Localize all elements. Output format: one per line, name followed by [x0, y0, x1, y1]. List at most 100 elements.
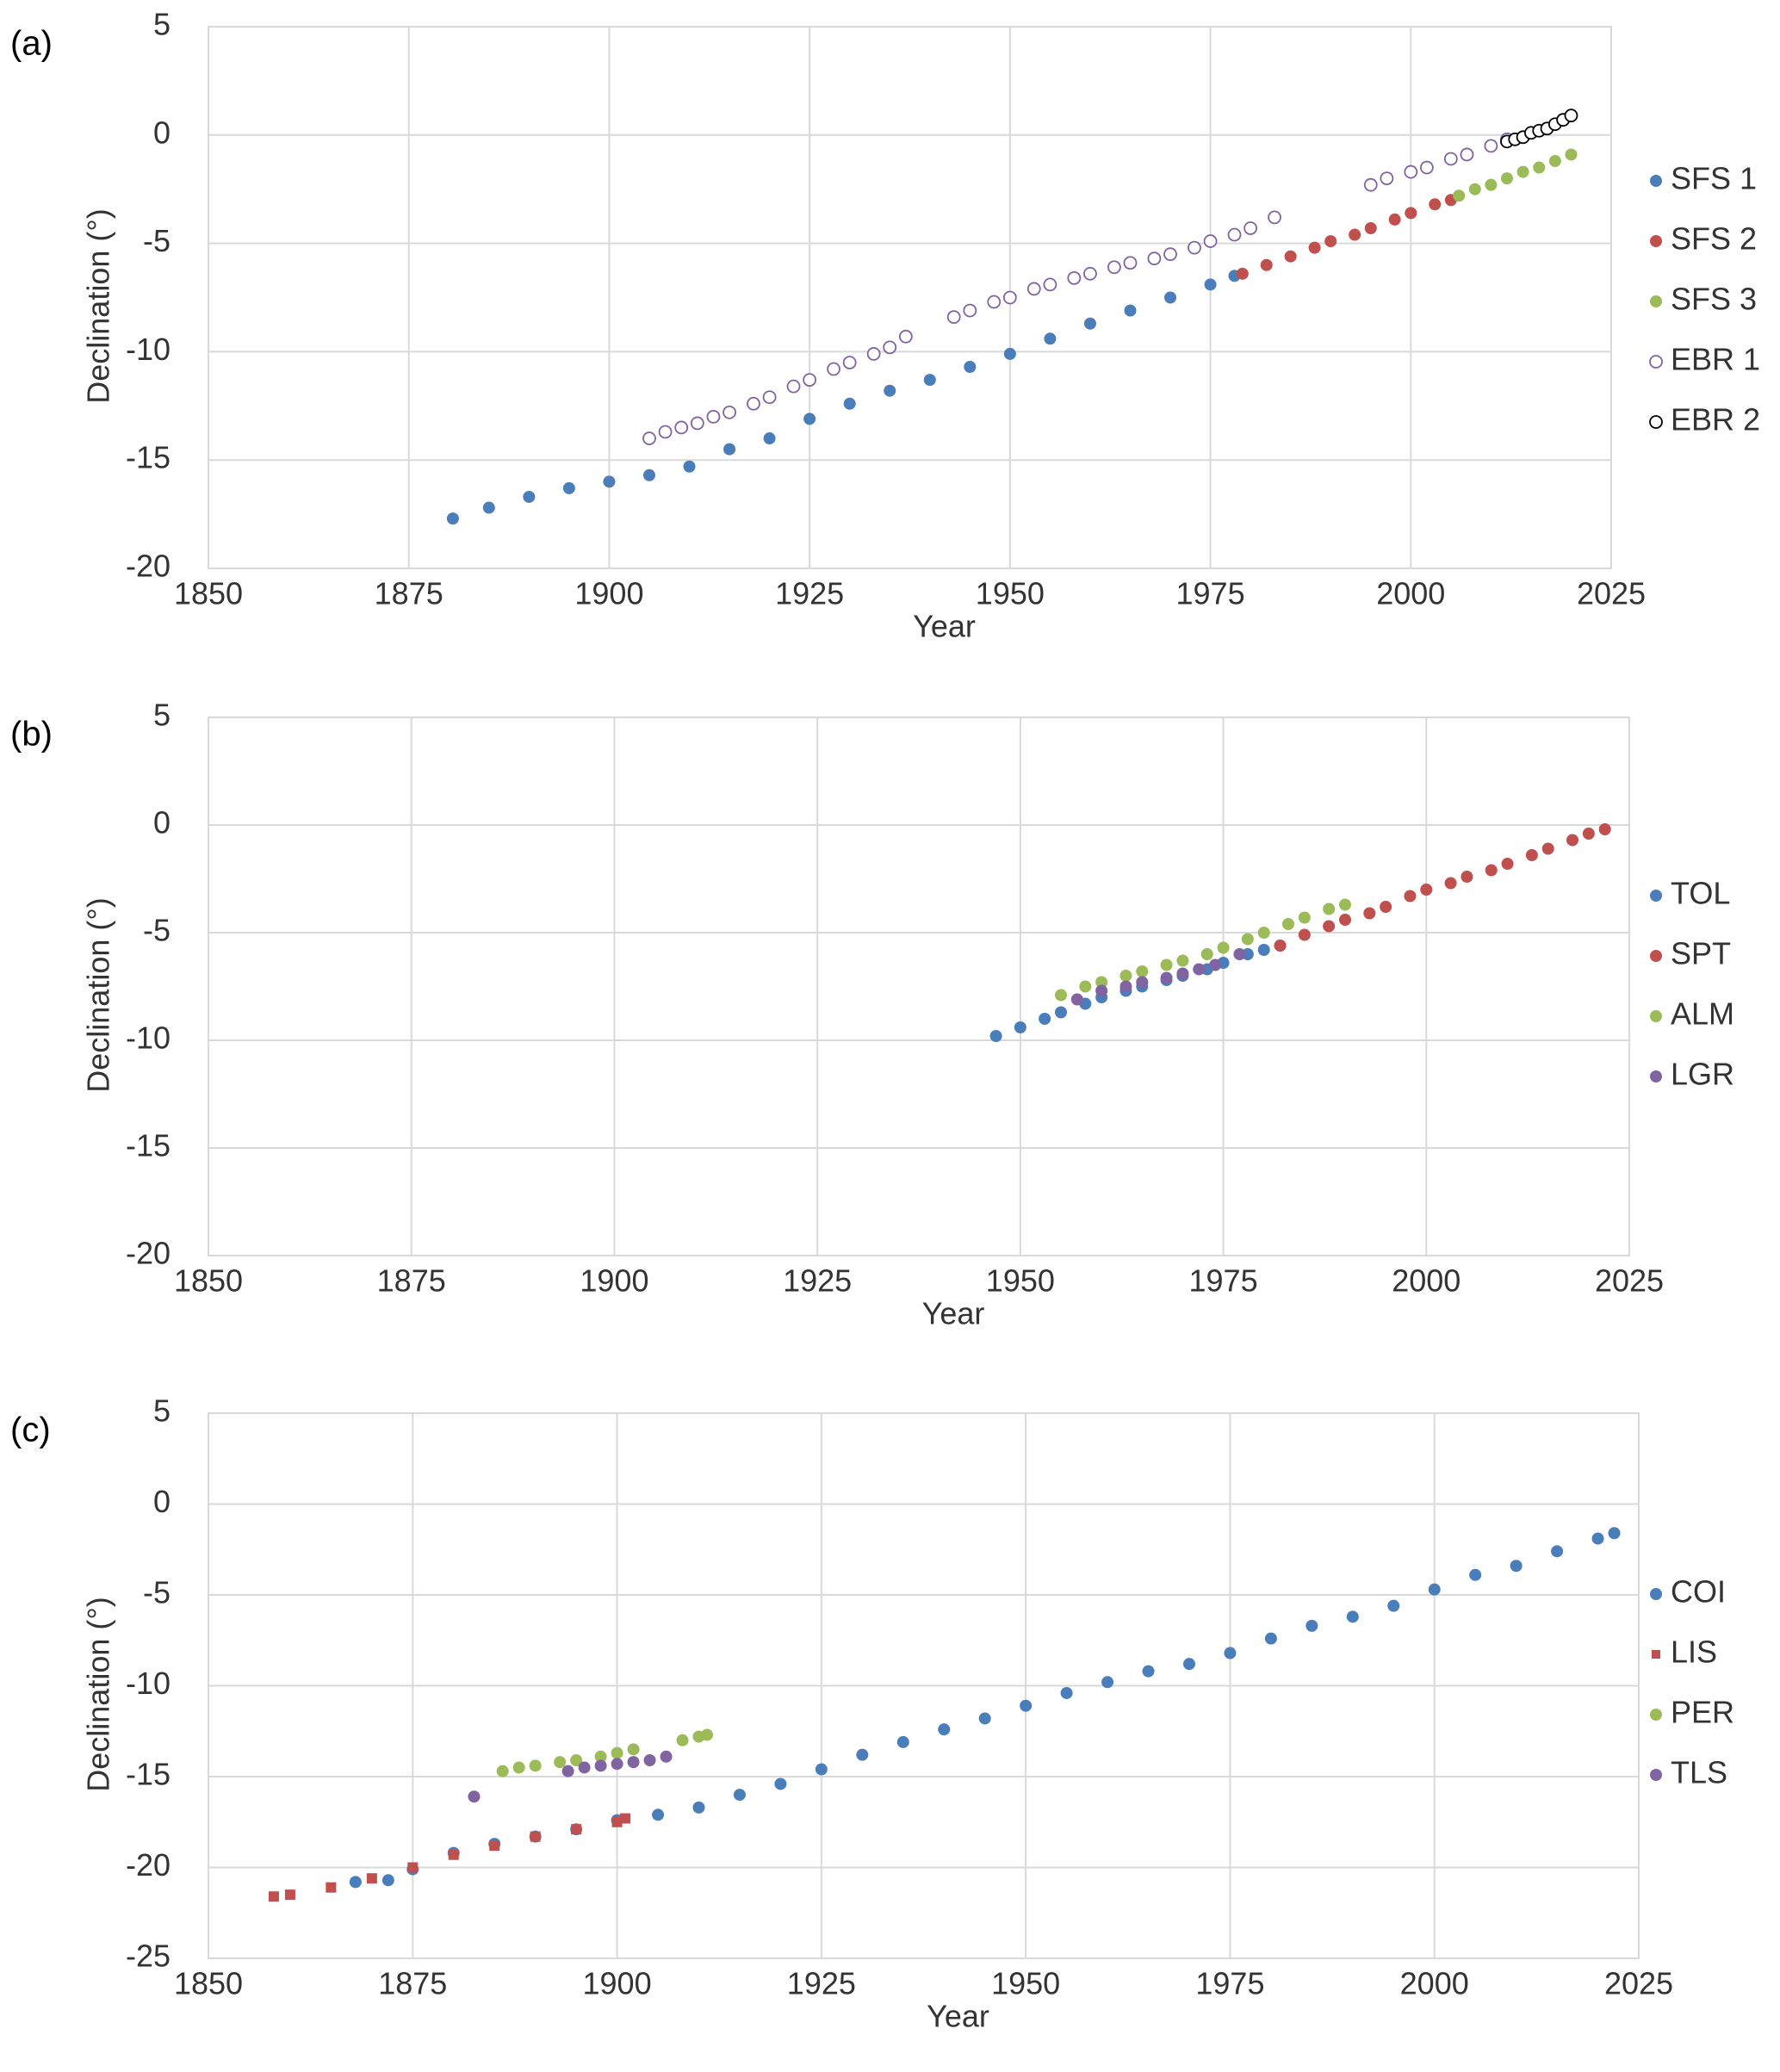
point — [1380, 901, 1392, 913]
point — [1241, 933, 1254, 946]
point — [1067, 270, 1082, 285]
point — [1020, 1699, 1033, 1712]
point — [570, 1754, 583, 1767]
point — [786, 379, 801, 394]
point — [1349, 228, 1361, 241]
point — [674, 420, 689, 435]
point — [1070, 993, 1083, 1006]
point — [1346, 1610, 1359, 1623]
point — [1101, 1676, 1114, 1689]
point — [884, 384, 896, 397]
point — [578, 1761, 591, 1774]
point — [1227, 227, 1242, 242]
point — [989, 1030, 1002, 1042]
legend-marker — [1650, 1070, 1662, 1083]
legend-marker — [1652, 1650, 1660, 1659]
y-tick-label: -5 — [143, 223, 171, 258]
point — [1420, 160, 1434, 175]
point — [706, 409, 721, 424]
y-tick-label: -20 — [126, 1236, 171, 1271]
point — [1298, 911, 1311, 924]
point — [964, 361, 977, 374]
y-tick-label: -25 — [126, 1939, 171, 1974]
point — [1516, 165, 1529, 178]
plot-frame — [208, 26, 1612, 569]
panel-label: (b) — [10, 716, 53, 754]
point — [1324, 235, 1337, 248]
point — [1095, 976, 1108, 989]
legend-marker — [1650, 950, 1662, 962]
point — [1224, 1647, 1237, 1659]
legend-label: SPT — [1671, 936, 1731, 971]
x-tick-label: 2000 — [1376, 576, 1445, 611]
x-tick-label: 1925 — [775, 576, 844, 611]
point — [1380, 171, 1394, 186]
legend-label: ALM — [1671, 996, 1734, 1032]
point — [366, 1873, 377, 1884]
y-tick-label: -15 — [126, 1757, 171, 1792]
y-tick-label: 0 — [153, 115, 171, 150]
point — [1039, 1013, 1051, 1025]
point — [856, 1748, 869, 1761]
point — [1387, 1599, 1400, 1612]
point — [1551, 1545, 1564, 1558]
point — [1485, 864, 1498, 877]
legend-marker — [1650, 1709, 1662, 1721]
point — [1119, 970, 1132, 982]
point — [898, 329, 913, 344]
point — [349, 1876, 362, 1889]
point — [1026, 282, 1041, 296]
point — [1002, 290, 1017, 305]
point — [381, 1874, 394, 1887]
point — [1444, 877, 1457, 890]
point — [1608, 1527, 1621, 1540]
point — [1203, 234, 1218, 248]
y-tick-label: 0 — [153, 1484, 171, 1519]
point — [1564, 109, 1578, 123]
legend-label: EBR 1 — [1671, 342, 1760, 377]
point — [1510, 1560, 1523, 1573]
point — [963, 303, 977, 318]
point — [1119, 980, 1132, 993]
legend-marker — [1649, 355, 1663, 369]
point — [523, 490, 536, 503]
chart: (a) 1850 1875 1900 1925 1950 1975 2000 2025 -20 -1… — [10, 7, 1760, 644]
point — [529, 1759, 542, 1772]
point — [1182, 1658, 1195, 1671]
point — [1501, 858, 1514, 870]
point — [1142, 1665, 1155, 1678]
point — [803, 373, 817, 388]
point — [1095, 984, 1108, 997]
y-tick-label: -10 — [126, 1666, 171, 1701]
point — [1003, 347, 1016, 360]
point — [866, 347, 881, 361]
point — [1500, 172, 1513, 185]
y-tick-label: -5 — [143, 1575, 171, 1610]
legend-label: COI — [1671, 1574, 1726, 1610]
y-tick-label: -20 — [126, 549, 171, 584]
x-tick-label: 1975 — [1189, 1263, 1258, 1299]
point — [690, 416, 704, 431]
y-tick-label: 5 — [153, 7, 171, 42]
point — [1147, 251, 1162, 266]
x-tick-label: 1900 — [574, 576, 643, 611]
point — [896, 1735, 909, 1748]
point — [946, 310, 961, 325]
y-tick-label: 5 — [153, 698, 171, 733]
x-tick-label: 1875 — [378, 1966, 447, 2001]
point — [1308, 241, 1321, 254]
legend-label: TLS — [1671, 1755, 1727, 1790]
point — [561, 1765, 574, 1777]
y-tick-label: -15 — [126, 440, 171, 475]
x-axis-title: Year — [922, 1296, 985, 1331]
point — [1565, 148, 1578, 161]
point — [842, 356, 857, 369]
point — [700, 1728, 713, 1741]
y-axis-title: Declination (°) — [81, 208, 116, 403]
point — [530, 1831, 541, 1842]
y-tick-label: -20 — [126, 1847, 171, 1883]
point — [1323, 920, 1336, 933]
point — [1257, 927, 1270, 939]
point — [1188, 240, 1201, 255]
point — [1260, 258, 1273, 271]
